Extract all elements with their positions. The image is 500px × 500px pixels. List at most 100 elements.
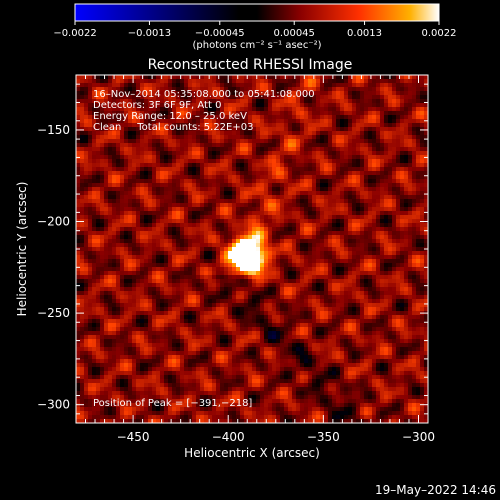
heatmap-cell bbox=[156, 239, 160, 243]
heatmap-cell bbox=[384, 243, 388, 247]
heatmap-cell bbox=[352, 267, 356, 271]
heatmap-cell bbox=[280, 151, 284, 155]
heatmap-cell bbox=[308, 87, 312, 91]
heatmap-cell bbox=[328, 151, 332, 155]
heatmap-cell bbox=[108, 119, 112, 123]
heatmap-cell bbox=[160, 183, 164, 187]
heatmap-cell bbox=[320, 99, 324, 103]
heatmap-cell bbox=[388, 235, 392, 239]
heatmap-cell bbox=[352, 127, 356, 131]
heatmap-cell bbox=[320, 103, 324, 107]
heatmap-cell bbox=[404, 119, 408, 123]
heatmap-cell bbox=[272, 87, 276, 91]
heatmap-cell bbox=[180, 263, 184, 267]
heatmap-cell bbox=[96, 159, 100, 163]
heatmap-cell bbox=[148, 83, 152, 87]
heatmap-cell bbox=[248, 223, 252, 227]
heatmap-cell bbox=[280, 191, 284, 195]
heatmap-cell bbox=[244, 287, 248, 291]
heatmap-cell bbox=[268, 187, 272, 191]
heatmap-cell bbox=[344, 255, 348, 259]
heatmap-cell bbox=[392, 259, 396, 263]
heatmap-cell bbox=[136, 107, 140, 111]
heatmap-cell bbox=[156, 195, 160, 199]
heatmap-cell bbox=[408, 199, 412, 203]
heatmap-cell bbox=[128, 203, 132, 207]
heatmap-cell bbox=[112, 179, 116, 183]
heatmap-cell bbox=[384, 123, 388, 127]
heatmap-cell bbox=[200, 247, 204, 251]
heatmap-cell bbox=[340, 279, 344, 283]
heatmap-cell bbox=[104, 175, 108, 179]
heatmap-cell bbox=[108, 127, 112, 131]
heatmap-cell bbox=[368, 239, 372, 243]
heatmap-cell bbox=[272, 215, 276, 219]
heatmap-cell bbox=[324, 255, 328, 259]
heatmap-cell bbox=[224, 267, 228, 271]
heatmap-cell bbox=[232, 271, 236, 275]
heatmap-cell bbox=[344, 199, 348, 203]
heatmap-cell bbox=[228, 187, 232, 191]
heatmap-cell bbox=[424, 107, 428, 111]
heatmap-cell bbox=[160, 195, 164, 199]
heatmap-cell bbox=[240, 267, 244, 271]
heatmap-cell bbox=[320, 119, 324, 123]
heatmap-cell bbox=[240, 255, 244, 259]
heatmap-cell bbox=[252, 267, 256, 271]
heatmap-cell bbox=[224, 191, 228, 195]
heatmap-cell bbox=[128, 259, 132, 263]
heatmap-cell bbox=[304, 123, 308, 127]
heatmap-cell bbox=[144, 163, 148, 167]
heatmap-cell bbox=[84, 83, 88, 87]
heatmap-cell bbox=[152, 255, 156, 259]
heatmap-cell bbox=[312, 115, 316, 119]
heatmap-cell bbox=[136, 239, 140, 243]
heatmap-cell bbox=[268, 135, 272, 139]
heatmap-cell bbox=[284, 195, 288, 199]
heatmap-cell bbox=[340, 227, 344, 231]
heatmap-cell bbox=[244, 299, 248, 303]
heatmap-cell bbox=[208, 251, 212, 255]
heatmap-cell bbox=[292, 187, 296, 191]
heatmap-cell bbox=[176, 255, 180, 259]
heatmap-cell bbox=[200, 175, 204, 179]
heatmap-cell bbox=[156, 275, 160, 279]
heatmap-cell bbox=[112, 143, 116, 147]
heatmap-cell bbox=[156, 159, 160, 163]
heatmap-cell bbox=[416, 267, 420, 271]
heatmap-cell bbox=[212, 207, 216, 211]
heatmap-cell bbox=[236, 167, 240, 171]
heatmap-cell bbox=[376, 267, 380, 271]
heatmap-cell bbox=[320, 291, 324, 295]
heatmap-cell bbox=[396, 99, 400, 103]
heatmap-cell bbox=[248, 255, 252, 259]
heatmap-cell bbox=[128, 183, 132, 187]
heatmap-cell bbox=[180, 119, 184, 123]
heatmap-cell bbox=[352, 283, 356, 287]
heatmap-cell bbox=[276, 243, 280, 247]
heatmap-cell bbox=[316, 267, 320, 271]
heatmap-cell bbox=[124, 107, 128, 111]
heatmap-cell bbox=[316, 207, 320, 211]
heatmap-cell bbox=[332, 195, 336, 199]
heatmap-cell bbox=[96, 191, 100, 195]
heatmap-cell bbox=[108, 223, 112, 227]
heatmap-cell bbox=[304, 199, 308, 203]
heatmap-cell bbox=[96, 179, 100, 183]
heatmap-cell bbox=[204, 131, 208, 135]
heatmap-cell bbox=[204, 199, 208, 203]
heatmap-cell bbox=[420, 75, 424, 79]
heatmap-cell bbox=[136, 115, 140, 119]
heatmap-cell bbox=[400, 127, 404, 131]
heatmap-cell bbox=[328, 175, 332, 179]
heatmap-cell bbox=[332, 283, 336, 287]
heatmap-cell bbox=[284, 107, 288, 111]
heatmap-cell bbox=[236, 111, 240, 115]
heatmap-cell bbox=[396, 207, 400, 211]
heatmap-cell bbox=[272, 255, 276, 259]
heatmap-cell bbox=[316, 287, 320, 291]
heatmap-cell bbox=[316, 119, 320, 123]
heatmap-cell bbox=[112, 107, 116, 111]
heatmap-cell bbox=[240, 75, 244, 79]
heatmap-cell bbox=[344, 155, 348, 159]
